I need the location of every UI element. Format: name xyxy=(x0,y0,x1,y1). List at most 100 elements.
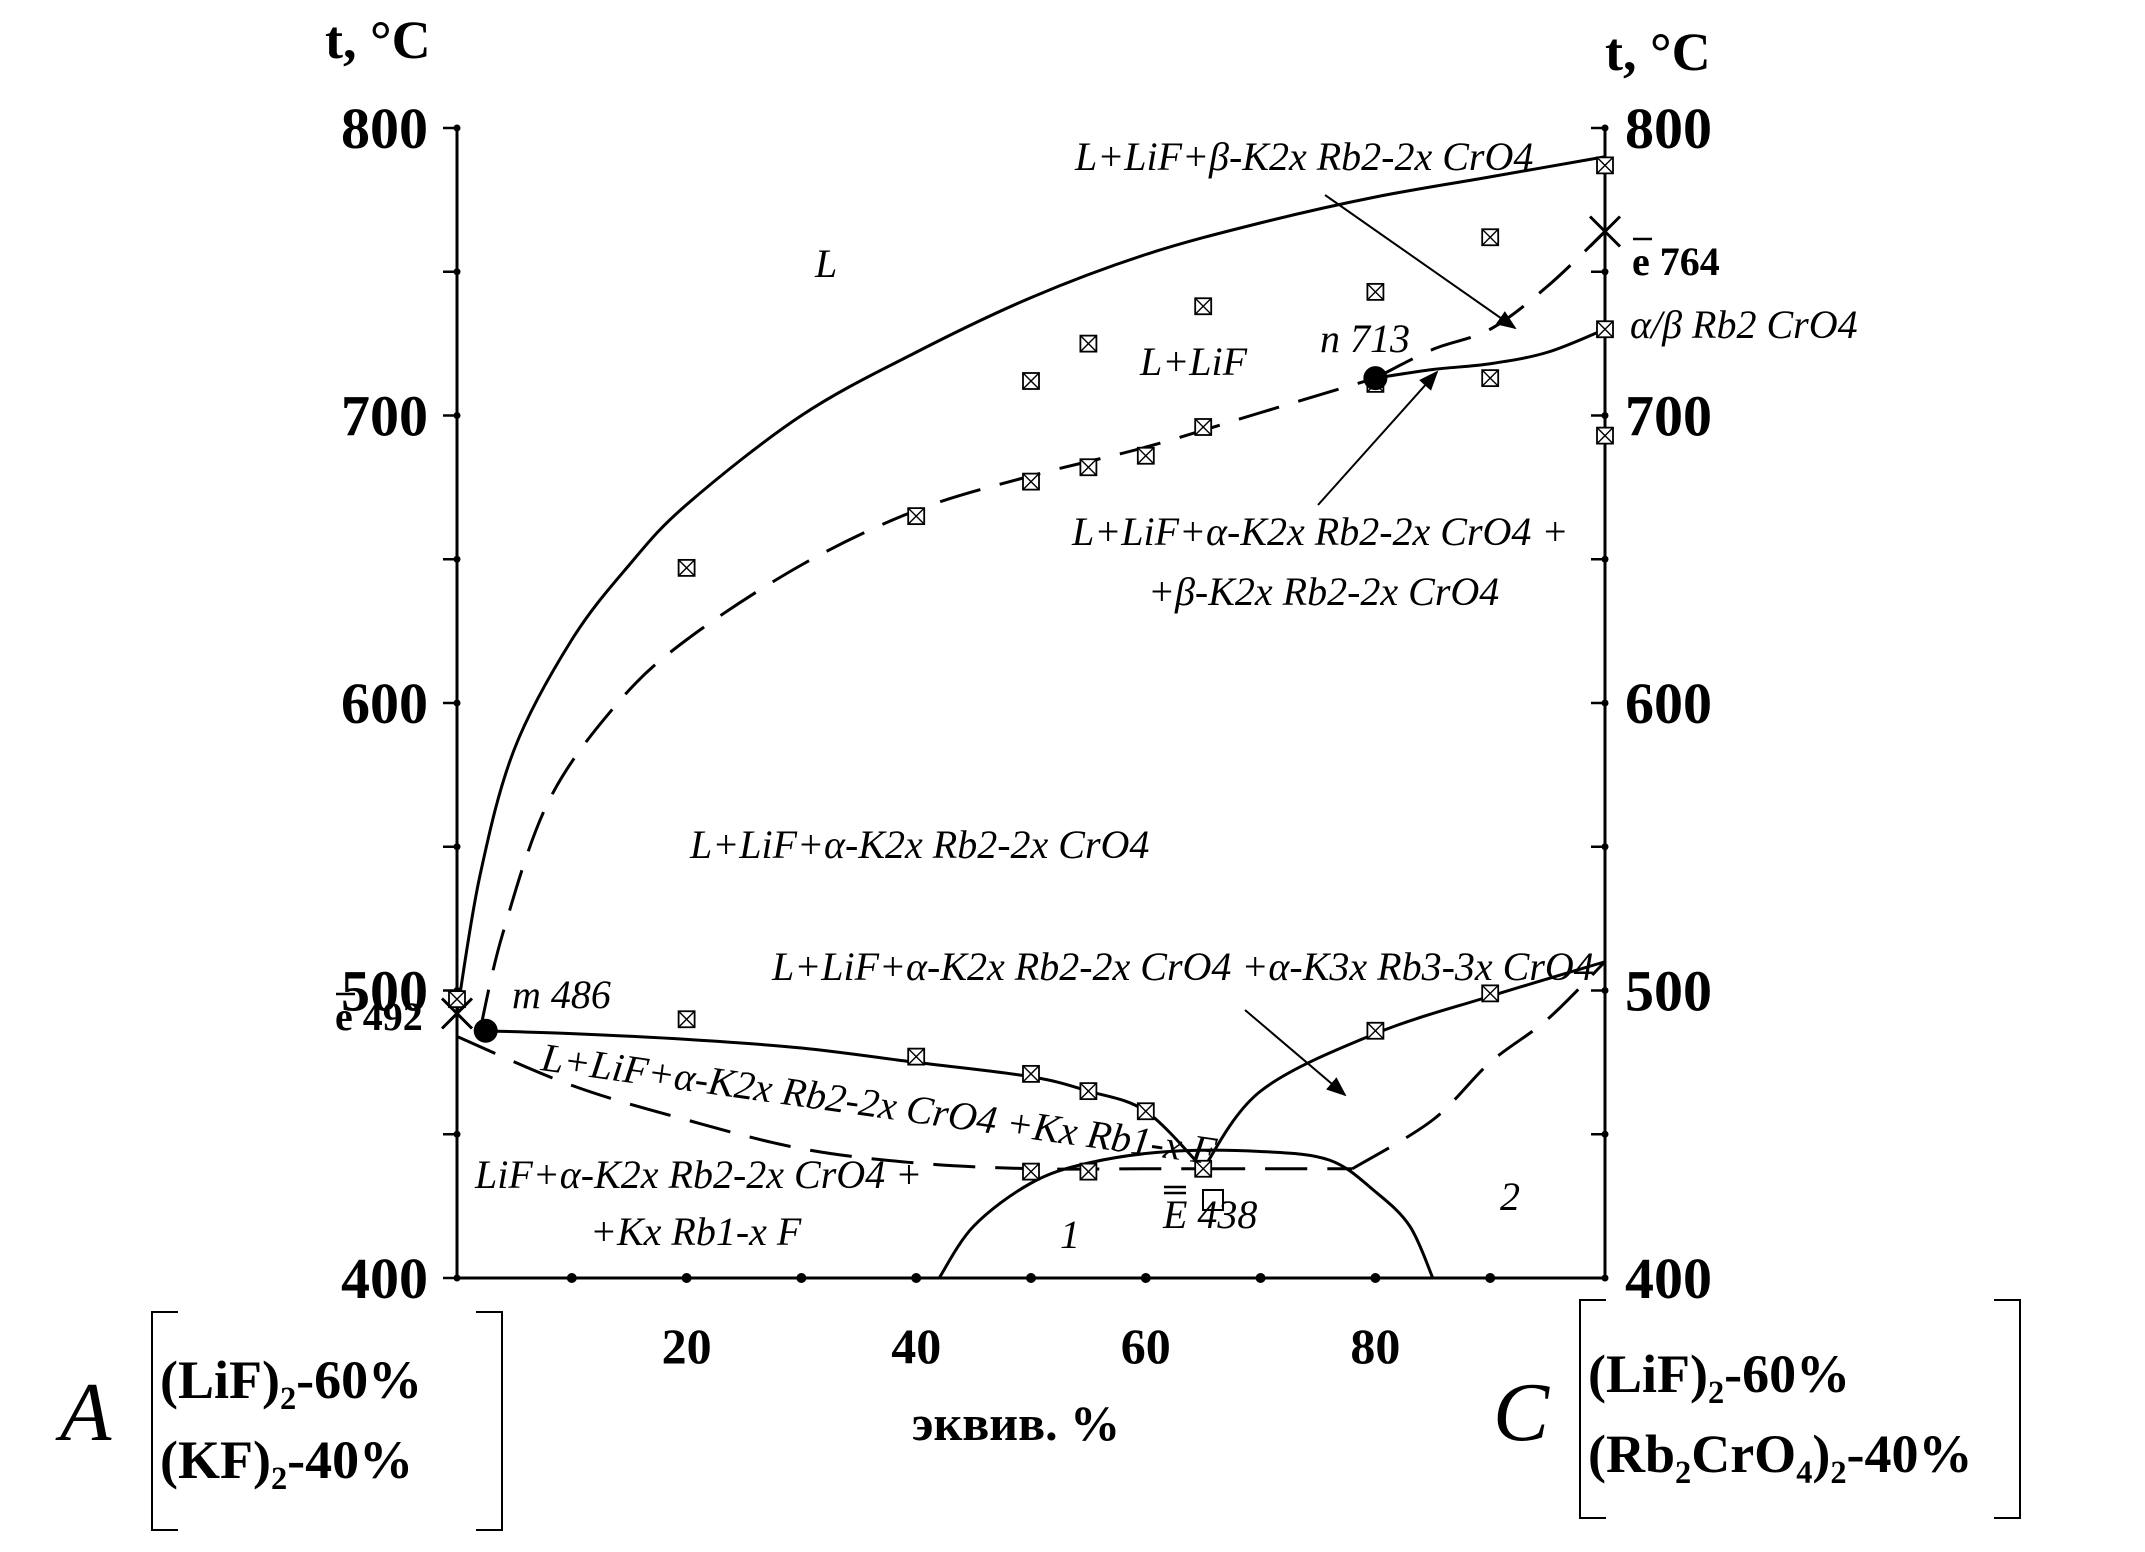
x-tick-label: 40 xyxy=(891,1318,941,1374)
region-alpha-beta-line1: L+LiF+α-K2x Rb2-2x CrO4 + xyxy=(1071,509,1568,554)
y-tick-dot-left xyxy=(453,268,461,276)
x-tick-dot xyxy=(1026,1273,1036,1283)
y-tick-dot-left xyxy=(453,555,461,563)
point-label-m: m 486 xyxy=(512,972,611,1017)
experimental-point xyxy=(1194,418,1213,436)
experimental-point xyxy=(1022,372,1040,390)
phase-curves xyxy=(455,155,1607,1279)
region-2: 2 xyxy=(1500,1174,1520,1219)
x-tick-dot xyxy=(1485,1273,1496,1283)
experimental-point xyxy=(1481,228,1500,247)
y-tick-dot-left xyxy=(453,843,461,851)
experimental-point xyxy=(1481,369,1500,388)
experimental-point xyxy=(1079,334,1098,353)
component-A-bracket-left xyxy=(151,1311,178,1531)
right-y-tick-labels: 400 500 600 700 800 xyxy=(1625,96,1712,1311)
experimental-point xyxy=(1079,458,1098,477)
experimental-point xyxy=(1022,1064,1040,1083)
experimental-point xyxy=(677,558,696,577)
x-tick-dot xyxy=(796,1273,807,1283)
leader-arrow-beta xyxy=(1324,194,1517,330)
component-A-line1: (LiF)₂-60% xyxy=(160,1350,422,1410)
x-tick-dot xyxy=(1370,1273,1381,1283)
experimental-point xyxy=(1366,1021,1385,1040)
experimental-point xyxy=(1079,1082,1098,1101)
y-tick-dot-left xyxy=(453,699,461,707)
experimental-point xyxy=(1596,320,1614,339)
y-tick-dot-right xyxy=(1601,699,1609,707)
region-alpha-beta-line2: +β-K2x Rb2-2x CrO4 xyxy=(1148,569,1499,614)
y-tick-label-right: 700 xyxy=(1625,384,1712,449)
point-label-n: n 713 xyxy=(1320,316,1410,361)
experimental-point xyxy=(1481,984,1500,1003)
peritectic-point-marker xyxy=(473,1018,498,1043)
experimental-point xyxy=(1366,282,1385,301)
experimental-point xyxy=(1194,297,1213,316)
experimental-point xyxy=(677,1010,696,1029)
experimental-point xyxy=(907,507,926,526)
peritectic-point-marker xyxy=(1363,366,1388,391)
y-tick-label-right: 800 xyxy=(1625,96,1712,161)
experimental-point xyxy=(1022,472,1040,491)
component-A-symbol: A xyxy=(55,1366,112,1459)
E-square-marker xyxy=(1202,1189,1224,1211)
x-tick-label: 60 xyxy=(1121,1318,1171,1374)
phase-curve-2 xyxy=(1375,327,1606,380)
phase-curve-6 xyxy=(1201,960,1606,1170)
phase-curve-0 xyxy=(455,155,1606,1014)
experimental-point xyxy=(448,990,466,1009)
x-tick-dot xyxy=(911,1273,922,1283)
region-alpha: L+LiF+α-K2x Rb2-2x CrO4 xyxy=(689,822,1149,867)
region-beta: L+LiF+β-K2x Rb2-2x CrO4 xyxy=(1074,134,1533,179)
y-tick-dot-right xyxy=(1601,555,1609,563)
y-tick-label-right: 600 xyxy=(1625,671,1712,736)
y-tick-dot-left xyxy=(453,1274,461,1282)
y-tick-dot-right xyxy=(1601,1130,1609,1138)
y-tick-dot-right xyxy=(1601,987,1609,994)
experimental-point xyxy=(1596,426,1614,445)
x-tick-dot xyxy=(1140,1273,1151,1283)
eutectic-cross-marker xyxy=(440,997,474,1030)
component-C-line1: (LiF)₂-60% xyxy=(1588,1344,1850,1404)
y-tick-dot-left xyxy=(453,412,461,419)
phase-curve-4 xyxy=(456,1035,1204,1171)
component-A-line2: (KF)₂-40% xyxy=(160,1430,413,1490)
experimental-point xyxy=(1194,1159,1213,1178)
experimental-point xyxy=(1136,446,1155,465)
point-label-E: E 438 xyxy=(1162,1192,1257,1237)
leader-arrow-alpha-beta xyxy=(1317,370,1439,506)
component-A-bracket-right xyxy=(476,1311,503,1531)
point-label-e492: e 492 xyxy=(335,994,423,1039)
y-tick-dot-right xyxy=(1601,124,1609,132)
x-axis-title: эквив. % xyxy=(912,1395,1120,1451)
x-tick-dot xyxy=(1255,1273,1266,1283)
y-tick-dot-right xyxy=(1601,268,1609,276)
y-tick-label-right: 500 xyxy=(1625,959,1712,1024)
y-tick-label-left: 400 xyxy=(341,1246,428,1311)
x-tick-label: 80 xyxy=(1350,1318,1400,1374)
special-points xyxy=(440,215,1622,1043)
axis-ticks xyxy=(443,124,1609,1283)
left-y-axis-title: t, °C xyxy=(325,10,431,70)
y-tick-dot-left xyxy=(453,124,461,132)
phase-curve-5 xyxy=(479,1029,1205,1170)
experimental-point xyxy=(1136,1102,1155,1121)
experimental-point xyxy=(1596,156,1614,175)
x-tick-dot xyxy=(681,1273,692,1283)
y-tick-label-left: 800 xyxy=(341,96,428,161)
component-C-bracket-right xyxy=(1994,1299,2021,1519)
y-tick-dot-right xyxy=(1601,412,1609,419)
phase-curve-3 xyxy=(1374,230,1607,380)
point-label-e764: e 764 xyxy=(1632,239,1720,284)
left-y-tick-labels: 400 500 600 700 800 xyxy=(341,96,428,1311)
right-y-axis-title: t, °C xyxy=(1605,22,1711,82)
experimental-point xyxy=(1079,1162,1098,1181)
region-solid-line1: LiF+α-K2x Rb2-2x CrO4 + xyxy=(474,1152,922,1197)
eutectic-cross-marker xyxy=(1588,215,1622,248)
phase-curve-9 xyxy=(937,1148,1435,1279)
x-tick-dot xyxy=(566,1273,577,1283)
component-C-symbol: C xyxy=(1493,1366,1550,1459)
y-tick-dot-left xyxy=(453,1130,461,1138)
phase-curve-8 xyxy=(1351,960,1607,1171)
